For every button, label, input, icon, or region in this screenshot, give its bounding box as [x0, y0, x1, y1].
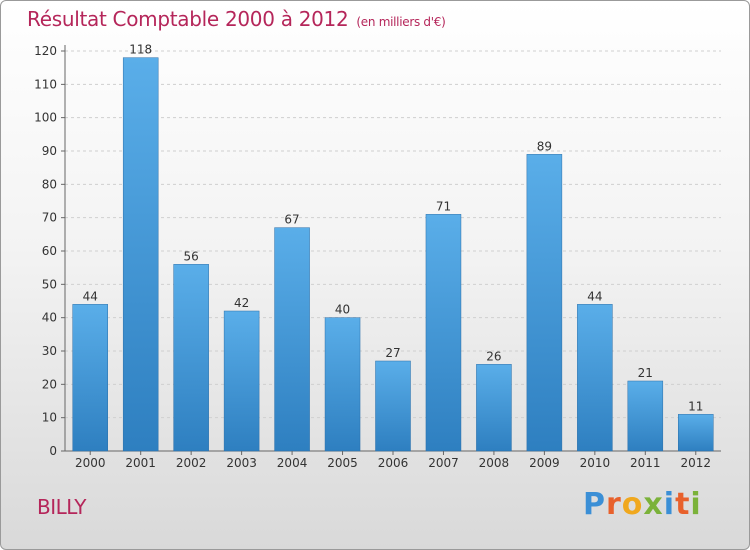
y-tick-label: 110 — [34, 77, 57, 91]
data-label: 11 — [688, 399, 703, 413]
y-tick-label: 50 — [42, 277, 57, 291]
data-label: 56 — [184, 249, 199, 263]
data-label: 44 — [587, 289, 602, 303]
y-tick-label: 40 — [42, 311, 57, 325]
x-tick-label: 2009 — [529, 456, 560, 470]
logo-letter: P — [583, 487, 606, 522]
y-tick-label: 60 — [42, 244, 57, 258]
y-tick-label: 80 — [42, 177, 57, 191]
y-tick-label: 20 — [42, 377, 57, 391]
data-label: 71 — [436, 199, 451, 213]
y-tick-label: 90 — [42, 144, 57, 158]
bar — [173, 264, 209, 452]
data-label: 27 — [385, 346, 400, 360]
y-tick-label: 10 — [42, 411, 57, 425]
x-tick-label: 2006 — [378, 456, 409, 470]
x-tick-label: 2011 — [630, 456, 661, 470]
bar — [274, 227, 310, 452]
bar — [678, 414, 714, 452]
bar — [425, 214, 462, 452]
x-tick-label: 2005 — [327, 456, 358, 470]
bar — [122, 57, 159, 452]
data-label: 44 — [83, 289, 98, 303]
data-label: 89 — [537, 139, 552, 153]
logo-letter: i — [690, 487, 702, 522]
x-tick-label: 2004 — [277, 456, 308, 470]
x-tick-label: 2008 — [479, 456, 510, 470]
bar — [627, 380, 664, 452]
y-tick-label: 30 — [42, 344, 57, 358]
y-tick-label: 0 — [49, 444, 57, 458]
x-tick-label: 2000 — [75, 456, 106, 470]
data-label: 118 — [129, 43, 152, 57]
commune-name: BILLY — [37, 495, 86, 519]
x-tick-label: 2012 — [680, 456, 711, 470]
data-label: 26 — [486, 349, 501, 363]
chart-title: Résultat Comptable 2000 à 2012 (en millie… — [27, 7, 446, 31]
bar — [324, 317, 361, 452]
x-tick-label: 2007 — [428, 456, 459, 470]
logo-letter: t — [675, 487, 691, 522]
bar — [223, 310, 260, 452]
data-label: 40 — [335, 303, 350, 317]
data-label: 67 — [284, 213, 299, 227]
bar — [476, 364, 512, 452]
y-tick-label: 120 — [34, 44, 57, 58]
logo-letter: r — [606, 487, 622, 522]
proxiti-logo[interactable]: Proxiti — [583, 487, 702, 522]
chart-title-text: Résultat Comptable 2000 à 2012 — [27, 7, 349, 31]
bar — [577, 304, 613, 452]
logo-letter: x — [643, 487, 664, 522]
x-tick-label: 2001 — [125, 456, 156, 470]
bar — [72, 304, 108, 452]
y-tick-label: 100 — [34, 111, 57, 125]
bar — [526, 154, 563, 452]
x-tick-label: 2002 — [176, 456, 207, 470]
chart-subtitle: (en milliers d'€) — [356, 15, 446, 29]
logo-letter: i — [663, 487, 676, 522]
bar — [375, 360, 411, 452]
data-label: 21 — [638, 366, 653, 380]
x-tick-label: 2010 — [580, 456, 611, 470]
data-label: 42 — [234, 296, 249, 310]
x-tick-label: 2003 — [226, 456, 257, 470]
y-tick-label: 70 — [42, 211, 57, 225]
logo-letter: o — [621, 487, 644, 522]
